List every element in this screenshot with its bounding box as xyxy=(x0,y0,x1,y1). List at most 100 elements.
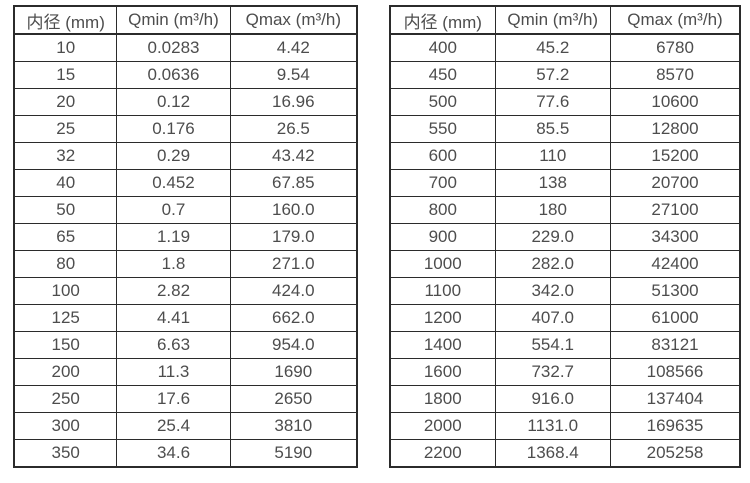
column-header-qmin: Qmin (m³/h) xyxy=(116,5,231,35)
cell-qmax: 12800 xyxy=(610,115,741,143)
cell-qmin: 180 xyxy=(494,196,611,224)
cell-diameter: 100 xyxy=(13,277,118,305)
cell-qmin: 11.3 xyxy=(116,358,231,386)
table-row: 1200 407.0 61000 xyxy=(389,304,741,332)
table-row: 25 0.176 26.5 xyxy=(13,115,358,143)
cell-diameter: 1100 xyxy=(389,277,496,305)
table-row: 250 17.6 2650 xyxy=(13,385,358,413)
table-row: 400 45.2 6780 xyxy=(389,33,741,62)
table-row: 65 1.19 179.0 xyxy=(13,223,358,251)
table-row: 1800 916.0 137404 xyxy=(389,385,741,413)
cell-qmax: 271.0 xyxy=(229,250,358,278)
cell-diameter: 1400 xyxy=(389,331,496,359)
cell-qmin: 45.2 xyxy=(494,33,611,62)
table-row: 1000 282.0 42400 xyxy=(389,250,741,278)
table-row: 32 0.29 43.42 xyxy=(13,142,358,170)
cell-diameter: 300 xyxy=(13,412,118,440)
cell-diameter: 500 xyxy=(389,88,496,116)
cell-qmin: 732.7 xyxy=(494,358,611,386)
cell-qmin: 229.0 xyxy=(494,223,611,251)
table-row: 800 180 27100 xyxy=(389,196,741,224)
cell-qmax: 20700 xyxy=(610,169,741,197)
cell-qmin: 0.7 xyxy=(116,196,231,224)
cell-qmax: 179.0 xyxy=(229,223,358,251)
cell-qmax: 15200 xyxy=(610,142,741,170)
table-row: 2000 1131.0 169635 xyxy=(389,412,741,440)
column-header-diameter: 内径 (mm) xyxy=(389,5,496,35)
cell-qmin: 4.41 xyxy=(116,304,231,332)
cell-diameter: 2200 xyxy=(389,439,496,468)
cell-qmin: 1.8 xyxy=(116,250,231,278)
table-row: 1100 342.0 51300 xyxy=(389,277,741,305)
cell-qmax: 4.42 xyxy=(229,33,358,62)
cell-diameter: 150 xyxy=(13,331,118,359)
cell-qmax: 424.0 xyxy=(229,277,358,305)
cell-diameter: 700 xyxy=(389,169,496,197)
cell-qmin: 77.6 xyxy=(494,88,611,116)
cell-qmin: 342.0 xyxy=(494,277,611,305)
header-row: 内径 (mm) Qmin (m³/h) Qmax (m³/h) xyxy=(13,5,358,35)
cell-qmax: 169635 xyxy=(610,412,741,440)
cell-qmin: 110 xyxy=(494,142,611,170)
table-row: 150 6.63 954.0 xyxy=(13,331,358,359)
table-header-row: 内径 (mm) Qmin (m³/h) Qmax (m³/h) xyxy=(13,5,358,35)
cell-qmax: 10600 xyxy=(610,88,741,116)
cell-diameter: 900 xyxy=(389,223,496,251)
cell-qmin: 25.4 xyxy=(116,412,231,440)
cell-diameter: 200 xyxy=(13,358,118,386)
cell-qmin: 0.29 xyxy=(116,142,231,170)
cell-qmax: 26.5 xyxy=(229,115,358,143)
cell-qmin: 34.6 xyxy=(116,439,231,468)
cell-qmax: 43.42 xyxy=(229,142,358,170)
cell-qmin: 1368.4 xyxy=(494,439,611,468)
table-row: 10 0.0283 4.42 xyxy=(13,33,358,62)
table-row: 200 11.3 1690 xyxy=(13,358,358,386)
table-row: 80 1.8 271.0 xyxy=(13,250,358,278)
cell-diameter: 50 xyxy=(13,196,118,224)
cell-qmin: 554.1 xyxy=(494,331,611,359)
column-header-qmin: Qmin (m³/h) xyxy=(494,5,611,35)
cell-qmin: 85.5 xyxy=(494,115,611,143)
cell-diameter: 20 xyxy=(13,88,118,116)
cell-diameter: 1000 xyxy=(389,250,496,278)
cell-qmin: 0.12 xyxy=(116,88,231,116)
cell-qmax: 42400 xyxy=(610,250,741,278)
cell-qmax: 27100 xyxy=(610,196,741,224)
cell-diameter: 2000 xyxy=(389,412,496,440)
cell-qmin: 0.176 xyxy=(116,115,231,143)
table-row: 900 229.0 34300 xyxy=(389,223,741,251)
cell-qmin: 407.0 xyxy=(494,304,611,332)
cell-qmax: 108566 xyxy=(610,358,741,386)
table-body: 10 0.0283 4.42 15 0.0636 9.54 20 0.12 16.96 25 0.1… xyxy=(13,33,358,468)
table-row: 50 0.7 160.0 xyxy=(13,196,358,224)
cell-diameter: 600 xyxy=(389,142,496,170)
cell-qmax: 6780 xyxy=(610,33,741,62)
cell-qmax: 137404 xyxy=(610,385,741,413)
cell-qmin: 2.82 xyxy=(116,277,231,305)
cell-diameter: 10 xyxy=(13,33,118,62)
table-row: 125 4.41 662.0 xyxy=(13,304,358,332)
table-row: 600 110 15200 xyxy=(389,142,741,170)
table-row: 40 0.452 67.85 xyxy=(13,169,358,197)
flow-rate-tables: 内径 (mm) Qmin (m³/h) Qmax (m³/h) 10 0.0283 4.… xyxy=(13,5,741,468)
table-body: 400 45.2 6780 450 57.2 8570 500 77.6 10600 550 85.… xyxy=(389,33,741,468)
cell-qmax: 1690 xyxy=(229,358,358,386)
cell-diameter: 65 xyxy=(13,223,118,251)
table-row: 550 85.5 12800 xyxy=(389,115,741,143)
cell-diameter: 400 xyxy=(389,33,496,62)
cell-diameter: 40 xyxy=(13,169,118,197)
header-row: 内径 (mm) Qmin (m³/h) Qmax (m³/h) xyxy=(389,5,741,35)
cell-qmin: 17.6 xyxy=(116,385,231,413)
table-header-row: 内径 (mm) Qmin (m³/h) Qmax (m³/h) xyxy=(389,5,741,35)
cell-qmax: 205258 xyxy=(610,439,741,468)
cell-diameter: 80 xyxy=(13,250,118,278)
cell-qmin: 0.0283 xyxy=(116,33,231,62)
column-header-qmax: Qmax (m³/h) xyxy=(610,5,741,35)
cell-diameter: 1200 xyxy=(389,304,496,332)
cell-diameter: 1800 xyxy=(389,385,496,413)
cell-diameter: 800 xyxy=(389,196,496,224)
cell-qmin: 282.0 xyxy=(494,250,611,278)
cell-diameter: 550 xyxy=(389,115,496,143)
cell-diameter: 32 xyxy=(13,142,118,170)
table-row: 500 77.6 10600 xyxy=(389,88,741,116)
